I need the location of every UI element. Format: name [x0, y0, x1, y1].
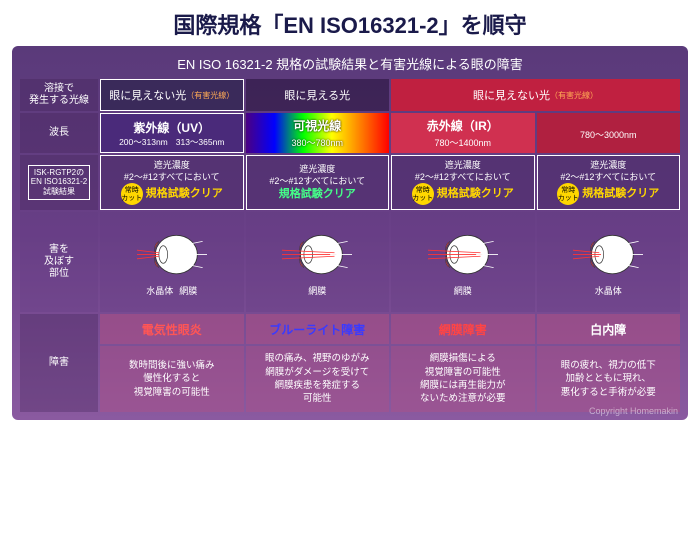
- badge-icon: 常時 カット: [557, 183, 579, 205]
- hdr-visible: 眼に見える光: [246, 79, 390, 111]
- damage-desc-3: 眼の疲れ、視力の低下 加齢とともに現れ、 悪化すると手術が必要: [537, 346, 681, 411]
- result-vis: 遮光濃度 #2～#12すべてにおいて 規格試験クリア: [246, 155, 390, 210]
- eye-uv: 水晶体網膜: [100, 212, 244, 312]
- side-wavelength: 波長: [20, 113, 98, 153]
- badge-icon: 常時 カット: [121, 183, 143, 205]
- info-grid: 溶接で 発生する光線 眼に見えない光（有害光線） 眼に見える光 眼に見えない光（…: [20, 79, 680, 412]
- page-wrap: 国際規格「EN ISO16321-2」を順守 EN ISO 16321-2 規格…: [0, 0, 700, 542]
- damage-desc-2: 網膜損傷による 視覚障害の可能性 網膜には再生能力が ないため注意が必要: [391, 346, 535, 411]
- page-title: 国際規格「EN ISO16321-2」を順守: [12, 8, 688, 40]
- band-uv: 紫外線（UV） 200～313nm313～365nm: [100, 113, 244, 153]
- eye-ir2: 水晶体: [537, 212, 681, 312]
- side-damage: 障害: [20, 314, 98, 411]
- eye-diagram-icon: [137, 227, 207, 282]
- eye-diagram-icon: [573, 227, 643, 282]
- eye-diagram-icon: [282, 227, 352, 282]
- result-uv: 遮光濃度 #2～#12すべてにおいて 常時 カット規格試験クリア: [100, 155, 244, 210]
- damage-name-1: ブルーライト障害: [246, 314, 390, 344]
- copyright-text: Copyright Homemakin: [589, 406, 678, 416]
- hdr-invisible-left: 眼に見えない光（有害光線）: [100, 79, 244, 111]
- main-panel: EN ISO 16321-2 規格の試験結果と有害光線による眼の障害 溶接で 発…: [12, 46, 688, 420]
- side-parts: 害を 及ぼす 部位: [20, 212, 98, 312]
- damage-desc-1: 眼の痛み、視野のゆがみ 網膜がダメージを受けて 網膜疾患を発症する 可能性: [246, 346, 390, 411]
- eye-diagram-icon: [428, 227, 498, 282]
- band-visible: 可視光線 380～780nm: [246, 113, 390, 153]
- result-ir1: 遮光濃度 #2～#12すべてにおいて 常時 カット規格試験クリア: [391, 155, 535, 210]
- damage-desc-0: 数時間後に強い痛み 慢性化すると 視覚障害の可能性: [100, 346, 244, 411]
- band-ir2: 780～3000nm: [537, 113, 681, 153]
- eye-vis: 網膜: [246, 212, 390, 312]
- eye-ir1: 網膜: [391, 212, 535, 312]
- panel-subtitle: EN ISO 16321-2 規格の試験結果と有害光線による眼の障害: [20, 54, 680, 73]
- badge-icon: 常時 カット: [412, 183, 434, 205]
- side-source: 溶接で 発生する光線: [20, 79, 98, 111]
- side-result: ISK-RGTP2の EN ISO16321-2 試験結果: [20, 155, 98, 210]
- result-ir2: 遮光濃度 #2～#12すべてにおいて 常時 カット規格試験クリア: [537, 155, 681, 210]
- damage-name-2: 網膜障害: [391, 314, 535, 344]
- damage-name-0: 電気性眼炎: [100, 314, 244, 344]
- hdr-invisible-right: 眼に見えない光（有害光線）: [391, 79, 680, 111]
- damage-name-3: 白内障: [537, 314, 681, 344]
- band-ir1: 赤外線（IR） 780～1400nm: [391, 113, 535, 153]
